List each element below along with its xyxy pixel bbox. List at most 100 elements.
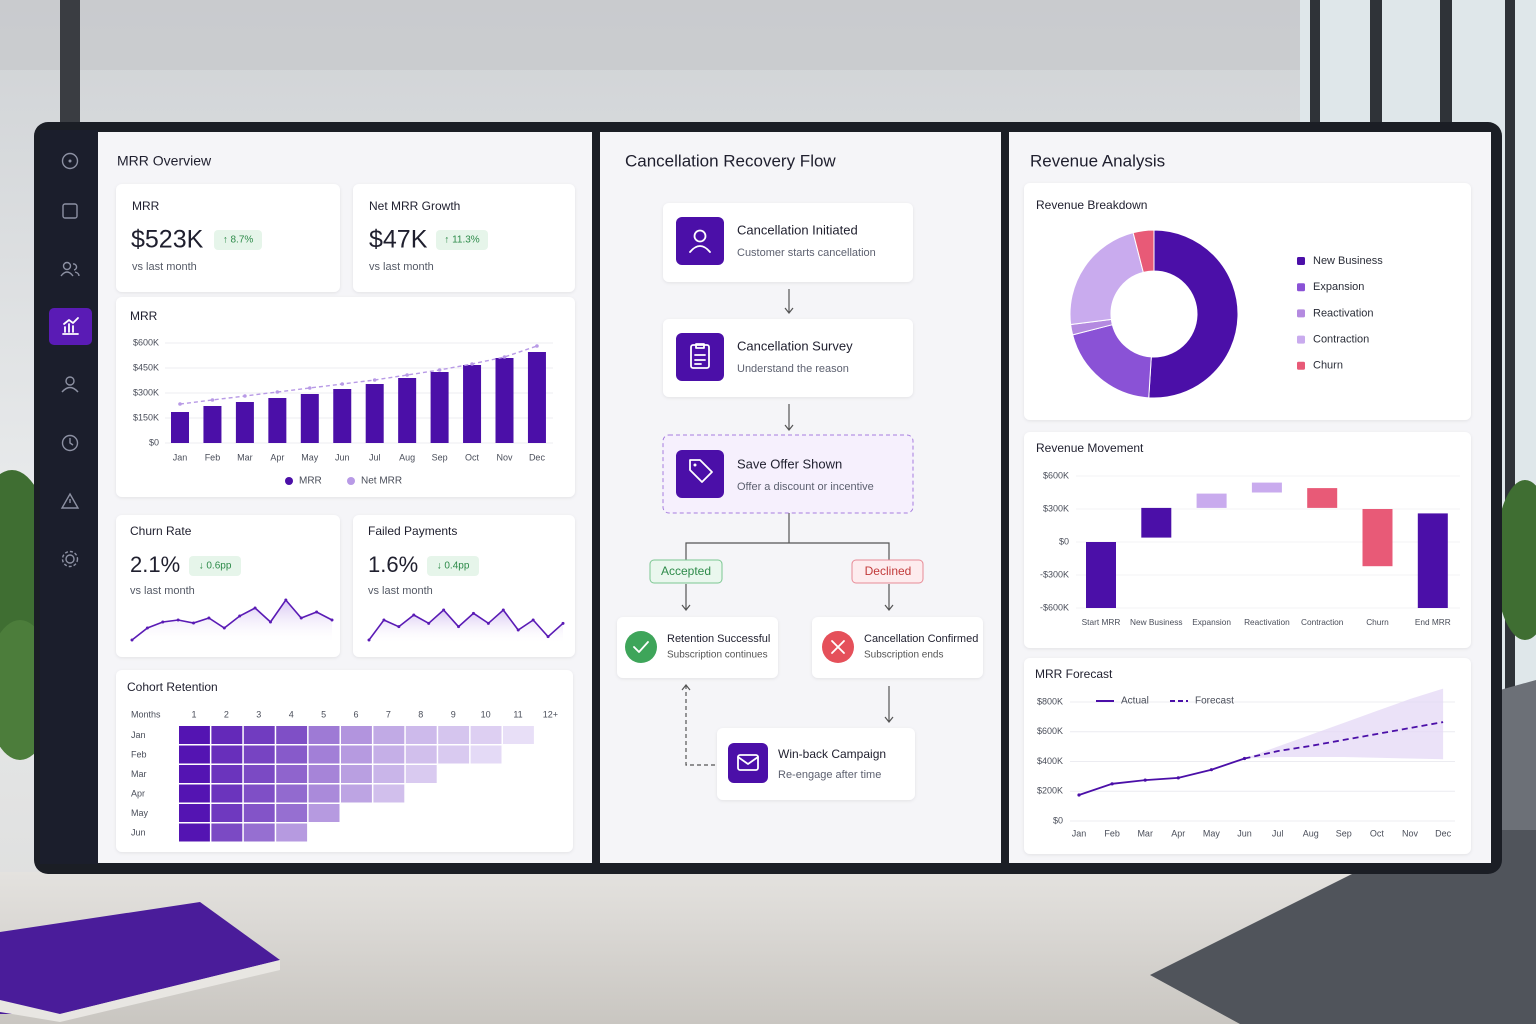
flow-connectors: [681, 584, 691, 611]
column-label: 4: [289, 709, 294, 719]
sparkline: [131, 598, 333, 641]
line-marker: [405, 373, 409, 377]
column-label: 1: [191, 709, 196, 719]
tag-icon: [689, 459, 713, 483]
x-tick-label: Dec: [1435, 828, 1452, 838]
sidebar-nav[interactable]: [62, 317, 79, 335]
heatmap-cell: [179, 765, 210, 783]
sidebar-nav[interactable]: [61, 152, 79, 170]
y-tick-label: $600K: [1043, 470, 1069, 480]
sidebar-nav[interactable]: [61, 550, 79, 568]
check-mark: [633, 641, 649, 653]
bar: [495, 358, 514, 443]
heatmap-cell: [341, 784, 372, 803]
kpi-change: ↑ 8.7%: [223, 235, 254, 246]
kpi-label: MRR: [132, 199, 160, 213]
heatmap-cell: [211, 823, 243, 842]
step-subtitle: Re-engage after time: [778, 769, 881, 781]
x-tick-label: Feb: [205, 452, 221, 462]
x-tick-label: New Business: [1130, 617, 1183, 627]
mail-icon: [737, 754, 759, 771]
heatmap-cell: [276, 745, 308, 764]
sidebar-nav[interactable]: [60, 263, 80, 277]
branch-label: Accepted: [661, 564, 711, 578]
line-marker: [1077, 793, 1081, 797]
sparkline-area: [369, 610, 563, 644]
heatmap-cell: [276, 784, 308, 803]
y-tick-label: $300K: [133, 387, 159, 397]
x-tick-label: End MRR: [1415, 617, 1451, 627]
column-label: 5: [321, 709, 326, 719]
heatmap-cell: [211, 745, 243, 764]
sparkline-marker: [427, 621, 431, 625]
sparkline-marker: [130, 638, 134, 642]
sidebar-nav[interactable]: [60, 492, 80, 509]
flow-connectors: [784, 289, 794, 314]
sidebar-nav[interactable]: [69, 438, 74, 446]
flow-step: [663, 203, 913, 282]
step-icon: [676, 450, 724, 498]
sparkline-marker: [284, 598, 288, 602]
x-tick-label: Apr: [270, 452, 284, 462]
donut-slice: [1132, 229, 1155, 273]
sparkline-marker: [561, 621, 565, 625]
sidebar-nav[interactable]: [65, 554, 75, 564]
heatmap-cell: [243, 823, 275, 842]
kpi-change: ↓ 0.6pp: [199, 561, 232, 572]
panel-title: MRR Overview: [117, 153, 212, 169]
kpi-label: Churn Rate: [130, 524, 192, 538]
sparkline-marker: [238, 614, 242, 618]
sparkline-marker: [531, 618, 535, 622]
waterfall-bar: [1417, 513, 1448, 608]
sparkline-marker: [222, 626, 226, 630]
branch-label: Declined: [865, 564, 912, 578]
y-tick-label: $800K: [1037, 696, 1063, 706]
sidebar-nav[interactable]: [62, 203, 78, 219]
line-marker: [1209, 768, 1213, 772]
line-marker: [243, 394, 247, 398]
heatmap-cell: [308, 784, 340, 803]
kpi-note: vs last month: [132, 261, 197, 273]
flow-outcome: [617, 617, 778, 678]
sparkline-marker: [516, 628, 520, 632]
panel-title: Revenue Analysis: [1030, 151, 1165, 170]
x-tick-label: Jul: [369, 452, 381, 462]
waterfall-bar: [1086, 542, 1116, 608]
chart-card: [1024, 432, 1471, 648]
step-title: Save Offer Shown: [737, 456, 842, 471]
sidebar-nav[interactable]: [49, 308, 92, 345]
clipboard-icon: [690, 344, 710, 369]
column-label: 10: [481, 709, 491, 719]
legend-label: Contraction: [1313, 334, 1369, 346]
line-marker: [502, 355, 507, 359]
sidebar-nav[interactable]: [62, 261, 72, 271]
x-tick-label: Aug: [399, 452, 415, 462]
waterfall-bar: [1141, 507, 1172, 538]
legend-swatch: [1297, 361, 1305, 370]
heatmap-cell: [276, 726, 308, 744]
y-tick-label: $0: [1059, 536, 1069, 546]
line-marker: [210, 398, 215, 402]
heatmap-cell: [243, 726, 275, 744]
line-marker: [178, 402, 182, 406]
row-label: Jan: [131, 730, 146, 740]
sidebar-nav[interactable]: [61, 434, 79, 452]
x-tick-label: May: [301, 452, 319, 462]
kpi-value: 1.6%: [368, 552, 418, 577]
legend-swatch: [1297, 309, 1305, 318]
y-tick-label: -$600K: [1040, 602, 1069, 612]
x-tick-label: Jun: [1237, 828, 1252, 838]
kpi-change-pill: [214, 230, 262, 250]
sidebar-nav[interactable]: [68, 159, 72, 163]
sparkline-marker: [442, 608, 446, 612]
sidebar-nav[interactable]: [49, 152, 92, 568]
column-label: 3: [256, 709, 261, 719]
x-tick-label: Sep: [1336, 828, 1352, 838]
sparkline-marker: [397, 625, 401, 629]
chart-card: [1024, 658, 1471, 854]
clipboard-icon: [694, 343, 706, 365]
sidebar-nav[interactable]: [61, 386, 79, 393]
row-label: Apr: [131, 789, 145, 799]
sidebar-nav[interactable]: [65, 376, 75, 386]
